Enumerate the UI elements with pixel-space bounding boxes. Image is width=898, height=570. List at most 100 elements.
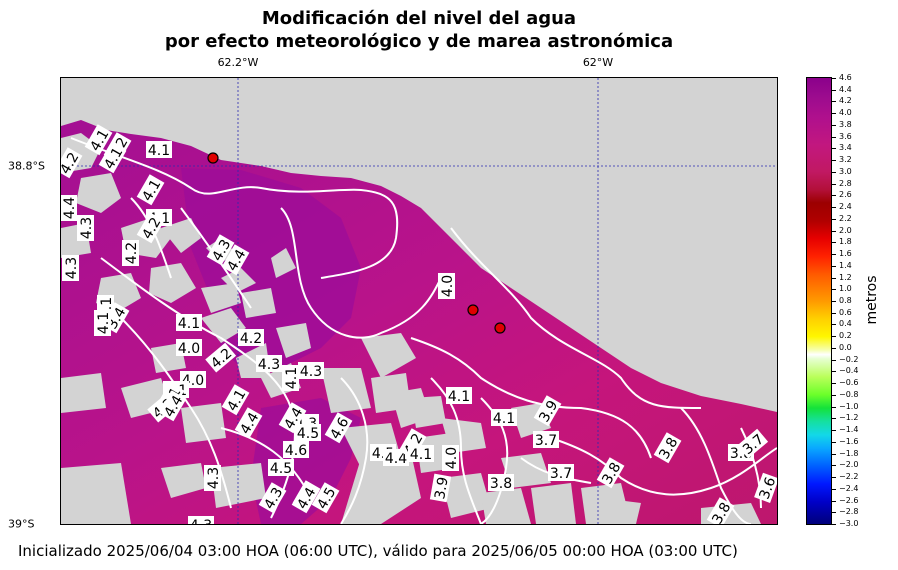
contour-label: 4.3 bbox=[256, 355, 282, 373]
colorbar-tick-mark bbox=[832, 418, 836, 420]
contour-label: 4.2 bbox=[238, 329, 264, 347]
colorbar-tick-label: −3.0 bbox=[839, 519, 859, 528]
validity-footer: Inicializado 2025/06/04 03:00 HOA (06:00… bbox=[18, 542, 738, 560]
contour-label: 4.0 bbox=[176, 339, 202, 357]
colorbar-tick-mark bbox=[832, 183, 836, 185]
lon-label-62w: 62°W bbox=[582, 56, 614, 69]
colorbar-tick-label: 0.4 bbox=[839, 319, 852, 329]
colorbar-tick-label: −0.8 bbox=[839, 389, 859, 399]
colorbar-tick-label: −2.8 bbox=[839, 507, 859, 517]
station-marker-3[interactable] bbox=[494, 322, 506, 334]
colorbar-tick-label: −2.2 bbox=[839, 472, 859, 482]
chart-title-line-2: por efecto meteorológico y de marea astr… bbox=[164, 31, 674, 52]
station-markers bbox=[207, 152, 506, 334]
contour-label: 4.1 bbox=[282, 365, 300, 391]
colorbar-tick-mark bbox=[832, 406, 836, 408]
svg-text:4.1: 4.1 bbox=[410, 447, 432, 463]
svg-text:4.5: 4.5 bbox=[297, 426, 319, 442]
contour-label: 3.8 bbox=[596, 457, 625, 489]
colorbar-tick-mark bbox=[832, 195, 836, 197]
chart-title-line-1: Modificación del nivel del agua bbox=[261, 8, 577, 29]
contour-label: 4.1 bbox=[94, 310, 112, 336]
svg-text:4.1: 4.1 bbox=[284, 367, 300, 389]
colorbar-tick-mark bbox=[832, 441, 836, 443]
contour-label: 4.3 bbox=[77, 215, 95, 241]
colorbar-tick-label: −1.6 bbox=[839, 436, 859, 446]
colorbar-tick-mark bbox=[832, 359, 836, 361]
contour-label: 4.3 bbox=[204, 465, 222, 491]
colorbar-tick-label: 3.2 bbox=[839, 155, 852, 165]
lon-label-62.2w: 62.2°W bbox=[217, 56, 259, 69]
colorbar-tick-label: 4.4 bbox=[839, 84, 852, 94]
colorbar-tick-mark bbox=[832, 324, 836, 326]
colorbar-tick-label: 4.2 bbox=[839, 96, 852, 106]
station-marker-2[interactable] bbox=[467, 304, 479, 316]
contour-label: 4.2 bbox=[122, 240, 140, 266]
svg-text:4.1: 4.1 bbox=[448, 389, 470, 405]
svg-text:3.7: 3.7 bbox=[550, 466, 572, 482]
svg-text:4.4: 4.4 bbox=[62, 197, 78, 219]
colorbar-tick-label: 0.8 bbox=[839, 296, 852, 305]
colorbar-tick-mark bbox=[832, 524, 836, 525]
colorbar-label: metros bbox=[864, 275, 880, 325]
map-panel[interactable]: 4.14.24.14.14.24.14.14.44.34.24.24.34.34… bbox=[60, 77, 778, 525]
colorbar-tick-label: 3.8 bbox=[839, 119, 852, 129]
contour-label: 4.1 bbox=[491, 409, 517, 427]
colorbar-tick-mark bbox=[832, 512, 836, 514]
colorbar-tick-mark bbox=[832, 277, 836, 279]
colorbar-tick-label: 2.0 bbox=[839, 225, 852, 235]
svg-text:4.1: 4.1 bbox=[148, 143, 170, 159]
colorbar-tick-label: −1.0 bbox=[839, 401, 859, 411]
colorbar-tick-mark bbox=[832, 500, 836, 502]
contour-label: 4.1 bbox=[408, 445, 434, 463]
colorbar-tick-mark bbox=[832, 488, 836, 490]
colorbar-tick-mark bbox=[832, 101, 836, 103]
svg-text:4.2: 4.2 bbox=[124, 242, 140, 264]
colorbar-tick-mark bbox=[832, 453, 836, 455]
colorbar-tick-label: 1.4 bbox=[839, 260, 852, 270]
svg-text:4.3: 4.3 bbox=[258, 357, 280, 373]
graticule bbox=[61, 78, 777, 524]
colorbar-tick-label: 1.6 bbox=[839, 249, 852, 259]
colorbar-tick-label: 4.0 bbox=[839, 108, 852, 118]
colorbar-tick-label: 3.6 bbox=[839, 131, 852, 141]
colorbar-tick-label: 2.8 bbox=[839, 178, 852, 188]
svg-text:4.3: 4.3 bbox=[64, 257, 80, 279]
colorbar-tick-label: 4.6 bbox=[839, 73, 852, 82]
contour-label: 4.1 bbox=[176, 314, 202, 332]
svg-text:3.9: 3.9 bbox=[432, 476, 452, 501]
colorbar-tick-mark bbox=[832, 124, 836, 126]
colorbar-tick-label: −2.0 bbox=[839, 460, 859, 470]
colorbar-tick-mark bbox=[832, 242, 836, 244]
station-marker-1[interactable] bbox=[207, 152, 219, 164]
colorbar-tick-label: 0.0 bbox=[839, 342, 852, 352]
colorbar-tick-mark bbox=[832, 430, 836, 432]
colorbar-tick-mark bbox=[832, 148, 836, 150]
svg-text:4.1: 4.1 bbox=[96, 312, 112, 334]
contour-label: 3.7 bbox=[548, 464, 574, 482]
colorbar-tick-mark bbox=[832, 254, 836, 256]
colorbar-tick-mark bbox=[832, 394, 836, 396]
svg-text:4.0: 4.0 bbox=[178, 341, 200, 357]
colorbar-tick-mark bbox=[832, 171, 836, 173]
colorbar-tick-label: 1.0 bbox=[839, 284, 852, 294]
contour-label: 4.3 bbox=[298, 362, 324, 380]
svg-text:4.6: 4.6 bbox=[285, 443, 307, 459]
colorbar-tick-label: −0.6 bbox=[839, 378, 859, 388]
colorbar-tick-mark bbox=[832, 265, 836, 267]
colorbar-tick-label: −1.8 bbox=[839, 448, 859, 458]
colorbar-tick-label: −2.6 bbox=[839, 495, 859, 505]
colorbar-tick-label: 0.6 bbox=[839, 307, 852, 317]
contour-label: 4.1 bbox=[446, 387, 472, 405]
svg-text:4.1: 4.1 bbox=[493, 411, 515, 427]
colorbar-tick-label: 2.6 bbox=[839, 190, 852, 200]
colorbar-tick-label: 2.2 bbox=[839, 213, 852, 223]
colorbar-tick-label: 1.8 bbox=[839, 237, 852, 247]
colorbar-tick-mark bbox=[832, 78, 836, 79]
svg-text:4.3: 4.3 bbox=[206, 467, 222, 489]
svg-text:4.0: 4.0 bbox=[440, 275, 456, 297]
colorbar-tick-mark bbox=[832, 160, 836, 162]
colorbar-tick-mark bbox=[832, 301, 836, 302]
svg-text:4.3: 4.3 bbox=[190, 518, 212, 524]
colorbar-tick-mark bbox=[832, 465, 836, 467]
